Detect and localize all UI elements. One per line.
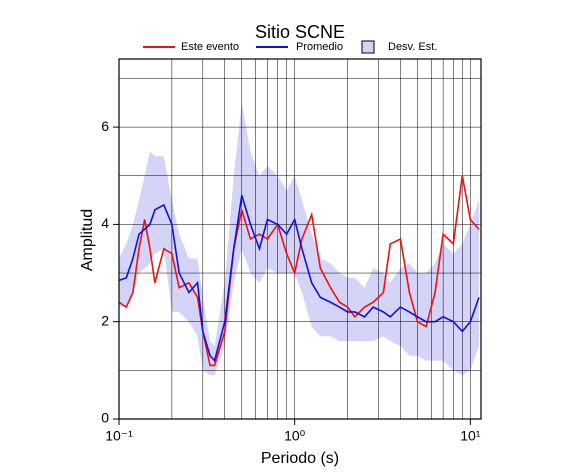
y-tick-label: 2 xyxy=(101,312,109,328)
x-axis-label: Periodo (s) xyxy=(261,450,339,467)
x-tick-label: 10¹ xyxy=(460,428,481,444)
y-tick-label: 6 xyxy=(101,118,109,134)
x-tick-label: 10⁰ xyxy=(284,428,306,444)
x-tick-label: 10⁻¹ xyxy=(105,428,133,444)
legend-label: Desv. Est. xyxy=(388,41,437,53)
y-axis-label: Amplitud xyxy=(79,209,96,271)
plot-frame xyxy=(118,58,482,420)
series-line xyxy=(118,194,480,363)
legend-label: Promedio xyxy=(296,41,343,53)
legend-label: Este evento xyxy=(181,41,239,53)
y-tick-label: 4 xyxy=(101,215,109,231)
y-tick-label: 0 xyxy=(101,410,109,426)
chart-title: Sitio SCNE xyxy=(255,22,345,42)
series-line xyxy=(118,175,480,367)
legend-swatch xyxy=(361,40,375,54)
